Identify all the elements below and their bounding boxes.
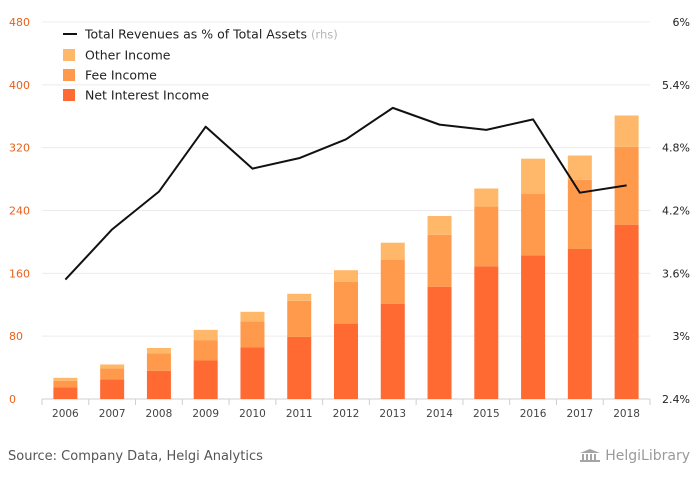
bar-net-interest-income xyxy=(567,248,592,399)
bar-fee-income xyxy=(287,300,312,337)
bar-net-interest-income xyxy=(474,266,499,399)
bar-other-income xyxy=(53,377,78,381)
bar-net-interest-income xyxy=(100,379,125,399)
y-tick-label-right: 6% xyxy=(673,16,690,29)
bar-net-interest-income xyxy=(193,360,218,399)
bar-fee-income xyxy=(567,179,592,249)
bar-fee-income xyxy=(193,340,218,361)
helgi-library-logo: HelgiLibrary xyxy=(579,448,690,464)
bar-fee-income xyxy=(334,281,358,324)
bar-fee-income xyxy=(100,368,125,380)
y-tick-label-left: 400 xyxy=(9,79,30,92)
bar-net-interest-income xyxy=(287,336,312,399)
y-tick-label-right: 4.2% xyxy=(662,205,690,218)
legend-label: Fee Income xyxy=(85,68,157,83)
x-tick-label: 2017 xyxy=(566,408,593,420)
bar-other-income xyxy=(614,115,639,147)
x-tick-label: 2013 xyxy=(379,408,406,420)
y-tick-label-left: 160 xyxy=(9,267,30,280)
bar-fee-income xyxy=(146,353,171,371)
x-tick-label: 2014 xyxy=(426,408,453,420)
y-tick-label-left: 240 xyxy=(9,205,30,218)
y-tick-label-right: 5.4% xyxy=(662,79,690,92)
y-tick-label-left: 80 xyxy=(9,330,23,343)
bar-fee-income xyxy=(380,259,405,304)
x-tick-label: 2007 xyxy=(99,408,126,420)
bar-other-income xyxy=(287,293,312,301)
x-tick-label: 2015 xyxy=(473,408,500,420)
bar-fee-income xyxy=(521,194,546,256)
bar-net-interest-income xyxy=(614,224,639,399)
x-tick-label: 2012 xyxy=(333,408,360,420)
legend-swatch xyxy=(63,49,75,61)
bar-other-income xyxy=(521,158,546,195)
y-tick-label-left: 480 xyxy=(9,16,30,29)
bar-other-income xyxy=(193,329,218,341)
x-tick-label: 2010 xyxy=(239,408,266,420)
x-tick-label: 2018 xyxy=(613,408,640,420)
bar-net-interest-income xyxy=(53,387,78,399)
bar-other-income xyxy=(474,188,499,207)
y-tick-label-right: 2.4% xyxy=(662,393,690,406)
y-tick-label-right: 3.6% xyxy=(662,267,690,280)
legend-label-line: Total Revenues as % of Total Assets (rhs… xyxy=(84,27,338,42)
bar-net-interest-income xyxy=(334,323,358,399)
bar-fee-income xyxy=(53,380,78,388)
bar-other-income xyxy=(334,270,358,282)
bar-other-income xyxy=(100,364,125,369)
y-tick-label-right: 3% xyxy=(673,330,690,343)
legend-swatch xyxy=(63,69,75,81)
y-tick-label-left: 0 xyxy=(9,393,16,406)
revenue-ratio-line xyxy=(64,106,627,281)
x-tick-label: 2011 xyxy=(286,408,313,420)
legend-swatch xyxy=(63,89,75,101)
logo-text: HelgiLibrary xyxy=(605,448,690,464)
bar-net-interest-income xyxy=(240,347,265,399)
legend-note-rhs: (rhs) xyxy=(311,28,338,42)
y-tick-label-right: 4.8% xyxy=(662,142,690,155)
bar-fee-income xyxy=(474,206,499,267)
legend-label: Other Income xyxy=(85,48,171,63)
bar-net-interest-income xyxy=(521,255,546,399)
bar-other-income xyxy=(240,311,265,322)
bar-fee-income xyxy=(240,321,265,348)
bar-fee-income xyxy=(427,234,452,287)
x-tick-label: 2006 xyxy=(52,408,79,420)
bar-other-income xyxy=(146,347,171,354)
x-tick-label: 2016 xyxy=(520,408,547,420)
bar-other-income xyxy=(427,215,452,235)
library-building-icon xyxy=(580,449,601,462)
x-tick-label: 2009 xyxy=(192,408,219,420)
bar-net-interest-income xyxy=(146,370,171,399)
x-tick-label: 2008 xyxy=(146,408,173,420)
y-tick-label-left: 320 xyxy=(9,142,30,155)
bar-other-income xyxy=(380,242,405,260)
legend-label: Net Interest Income xyxy=(85,88,209,103)
bar-net-interest-income xyxy=(427,286,452,399)
bar-other-income xyxy=(567,155,592,180)
source-note: Source: Company Data, Helgi Analytics xyxy=(8,449,263,464)
bar-net-interest-income xyxy=(380,303,405,399)
